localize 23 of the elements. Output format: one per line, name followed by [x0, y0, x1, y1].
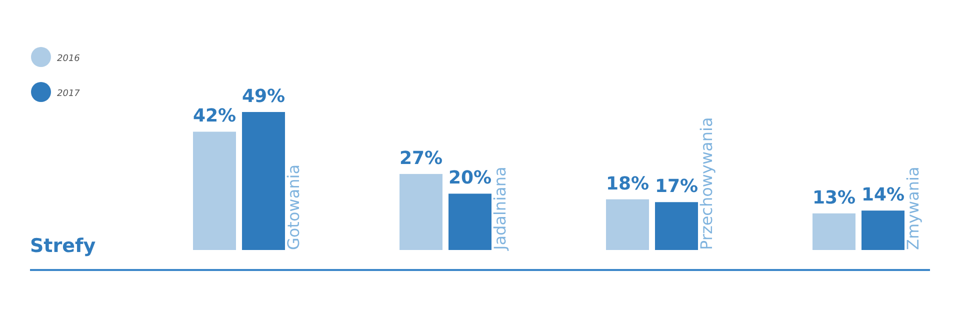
- x-tick-label: Gotowania: [284, 164, 303, 250]
- data-label: 49%: [242, 86, 286, 107]
- x-tick-label: Przechowywania: [697, 117, 716, 250]
- data-label: 14%: [861, 184, 905, 206]
- x-tick-label: Jadalniana: [490, 166, 510, 251]
- bar: [400, 174, 442, 250]
- bar: [448, 194, 492, 250]
- bar: [862, 210, 904, 250]
- data-label: 27%: [399, 148, 443, 169]
- bar: [812, 213, 856, 250]
- data-label: 42%: [192, 106, 236, 127]
- bar: [242, 112, 285, 250]
- data-label: 13%: [812, 187, 856, 208]
- bar: [606, 199, 649, 250]
- legend-label: 2016: [57, 54, 80, 64]
- legend-label: 2017: [57, 89, 80, 99]
- data-label: 20%: [448, 168, 492, 189]
- bar: [193, 132, 236, 250]
- data-label: 18%: [606, 173, 650, 194]
- bar: [655, 202, 698, 250]
- x-axis-title: Strefy: [30, 235, 96, 257]
- data-label: 17%: [654, 176, 698, 198]
- x-tick-label: Zmywania: [904, 166, 922, 250]
